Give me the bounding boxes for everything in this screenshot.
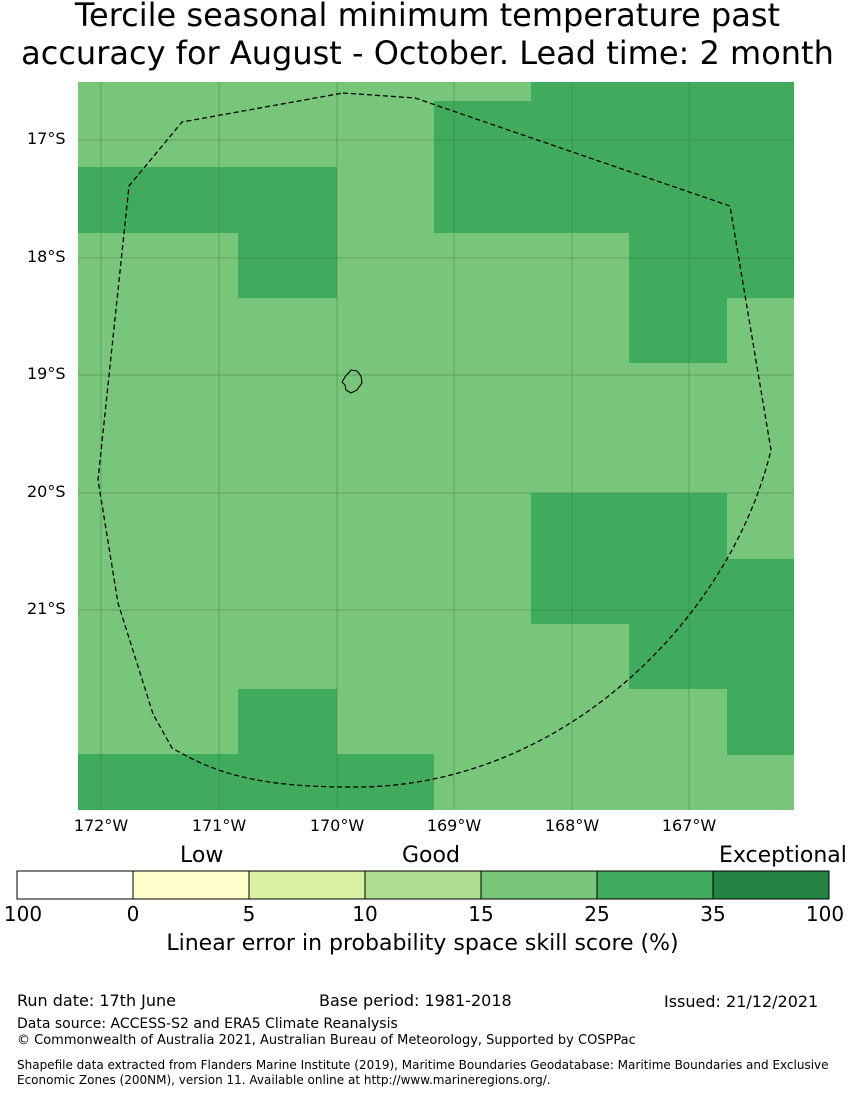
colorbar [16, 870, 830, 900]
lon-label: 167°W [661, 816, 717, 835]
cell-block [629, 232, 794, 298]
eez-boundary [97, 92, 772, 788]
lat-label: 19°S [27, 364, 66, 383]
colorbar-segment [17, 871, 133, 899]
lat-label: 20°S [27, 482, 66, 501]
colorbar-tick: 100 [805, 902, 845, 926]
high-skill-cells [78, 82, 794, 810]
issued-date: Issued: 21/12/2021 [664, 992, 819, 1011]
lon-label: 170°W [309, 816, 365, 835]
title-line-2: accuracy for August - October. Lead time… [21, 34, 834, 72]
colorbar-tick: 10 [352, 902, 378, 926]
copyright: © Commonwealth of Australia 2021, Austra… [17, 1033, 636, 1048]
colorbar-tick: 15 [468, 902, 494, 926]
cell-block [238, 689, 337, 755]
map-title: Tercile seasonal minimum temperature pas… [0, 0, 855, 72]
cell-block [434, 101, 794, 233]
cell-block [78, 167, 337, 233]
cell-block [629, 623, 727, 689]
colorbar-segment [481, 871, 597, 899]
lon-label: 168°W [544, 816, 600, 835]
run-date: Run date: 17th June [17, 991, 177, 1010]
colorbar-category-exceptional: Exceptional [719, 843, 847, 868]
colorbar-tick: 35 [700, 902, 726, 926]
colorbar-tick: 100 [3, 902, 43, 926]
colorbar-tick: 0 [126, 902, 140, 926]
colorbar-tick: 25 [584, 902, 610, 926]
lat-label: 18°S [27, 247, 66, 266]
colorbar-category-low: Low [180, 843, 224, 868]
lat-label: 21°S [27, 599, 66, 618]
cell-block [629, 297, 727, 363]
shapefile-credit-line-2: Economic Zones (200NM), version 11. Avai… [17, 1073, 551, 1087]
colorbar-label: Linear error in probability space skill … [166, 931, 679, 956]
colorbar-segment [365, 871, 481, 899]
colorbar-segment [133, 871, 249, 899]
data-source: Data source: ACCESS-S2 and ERA5 Climate … [17, 1016, 398, 1032]
base-period: Base period: 1981-2018 [319, 991, 512, 1010]
lon-label: 171°W [191, 816, 247, 835]
island-outline [341, 369, 363, 394]
lat-label: 17°S [27, 129, 66, 148]
colorbar-segment [713, 871, 829, 899]
colorbar-frame [16, 870, 830, 900]
cell-block [78, 754, 434, 810]
lon-label: 172°W [73, 816, 129, 835]
cell-block [531, 493, 727, 624]
colorbar-segment [597, 871, 713, 899]
cell-block [238, 232, 337, 298]
lon-label: 169°W [426, 816, 482, 835]
shapefile-credit-line-1: Shapefile data extracted from Flanders M… [17, 1058, 829, 1072]
colorbar-category-good: Good [402, 843, 460, 868]
cell-block [727, 559, 794, 755]
title-line-1: Tercile seasonal minimum temperature pas… [74, 0, 781, 34]
colorbar-tick: 5 [242, 902, 256, 926]
cell-block [531, 82, 794, 102]
colorbar-segment [249, 871, 365, 899]
